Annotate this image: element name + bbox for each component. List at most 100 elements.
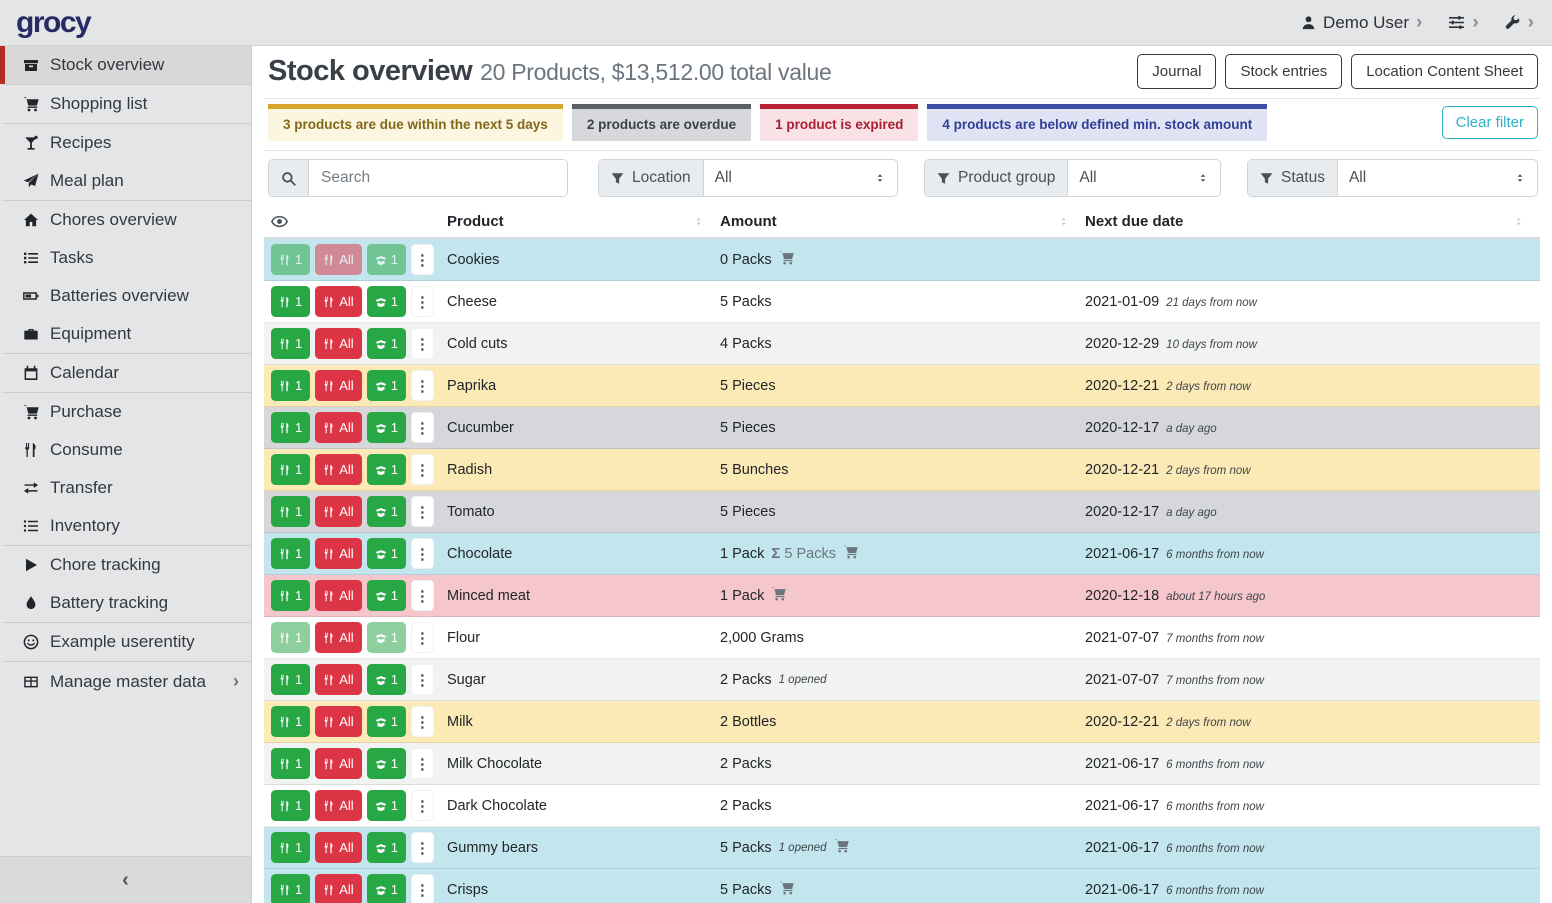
open-one-button[interactable]: 1	[366, 496, 406, 527]
row-menu-button[interactable]: ⋮	[410, 580, 434, 611]
consume-all-button[interactable]: All	[315, 748, 362, 779]
consume-all-button[interactable]: All	[315, 496, 362, 527]
open-one-button[interactable]: 1	[366, 244, 406, 275]
open-one-button[interactable]: 1	[366, 832, 406, 863]
open-one-button[interactable]: 1	[366, 748, 406, 779]
open-one-button[interactable]: 1	[366, 580, 406, 611]
open-one-button[interactable]: 1	[366, 454, 406, 485]
consume-one-button[interactable]: 1	[271, 370, 311, 401]
sidebar-item-inventory[interactable]: Inventory	[0, 507, 251, 545]
open-one-button[interactable]: 1	[366, 622, 406, 653]
sidebar-item-manage-master-data[interactable]: Manage master data ›	[0, 661, 251, 701]
clear-filter-button[interactable]: Clear filter	[1441, 106, 1538, 139]
product-name[interactable]: Paprika	[447, 377, 497, 394]
product-name[interactable]: Milk Chocolate	[447, 755, 543, 772]
consume-all-button[interactable]: All	[315, 790, 362, 821]
open-one-button[interactable]: 1	[366, 328, 406, 359]
sidebar-item-batteries-overview[interactable]: Batteries overview	[0, 277, 251, 315]
sidebar-item-battery-tracking[interactable]: Battery tracking	[0, 584, 251, 622]
consume-one-button[interactable]: 1	[271, 580, 311, 611]
sidebar-item-meal-plan[interactable]: Meal plan	[0, 162, 251, 200]
consume-one-button[interactable]: 1	[271, 622, 311, 653]
consume-one-button[interactable]: 1	[271, 538, 311, 569]
consume-one-button[interactable]: 1	[271, 286, 311, 317]
open-one-button[interactable]: 1	[366, 412, 406, 443]
stock-entries-button[interactable]: Stock entries	[1225, 54, 1343, 89]
open-one-button[interactable]: 1	[366, 790, 406, 821]
sidebar-collapse-button[interactable]: ‹	[0, 856, 251, 903]
row-menu-button[interactable]: ⋮	[410, 244, 434, 275]
row-menu-button[interactable]: ⋮	[410, 622, 434, 653]
row-menu-button[interactable]: ⋮	[410, 370, 434, 401]
consume-one-button[interactable]: 1	[271, 664, 311, 695]
sidebar-item-example-userentity[interactable]: Example userentity	[0, 622, 251, 661]
open-one-button[interactable]: 1	[366, 538, 406, 569]
consume-one-button[interactable]: 1	[271, 496, 311, 527]
product-group-select[interactable]: All	[1068, 160, 1220, 196]
row-menu-button[interactable]: ⋮	[410, 706, 434, 737]
sidebar-item-shopping-list[interactable]: Shopping list	[0, 84, 251, 123]
row-menu-button[interactable]: ⋮	[410, 832, 434, 863]
consume-all-button[interactable]: All	[315, 244, 362, 275]
sidebar-item-equipment[interactable]: Equipment	[0, 315, 251, 353]
row-menu-button[interactable]: ⋮	[410, 874, 434, 903]
open-one-button[interactable]: 1	[366, 286, 406, 317]
consume-one-button[interactable]: 1	[271, 748, 311, 779]
consume-one-button[interactable]: 1	[271, 412, 311, 443]
column-header-product[interactable]: Product	[447, 213, 720, 230]
consume-one-button[interactable]: 1	[271, 706, 311, 737]
sidebar-item-consume[interactable]: Consume	[0, 431, 251, 469]
sidebar-item-recipes[interactable]: Recipes	[0, 123, 251, 162]
sidebar-item-chores-overview[interactable]: Chores overview	[0, 200, 251, 239]
consume-all-button[interactable]: All	[315, 580, 362, 611]
location-content-sheet-button[interactable]: Location Content Sheet	[1351, 54, 1538, 89]
grocy-logo[interactable]: grocy	[16, 5, 92, 39]
location-select[interactable]: All	[704, 160, 897, 196]
product-name[interactable]: Cookies	[447, 251, 500, 268]
product-name[interactable]: Flour	[447, 629, 481, 646]
column-header-next-due-date[interactable]: Next due date	[1085, 213, 1540, 230]
row-menu-button[interactable]: ⋮	[410, 454, 434, 485]
status-select[interactable]: All	[1338, 160, 1537, 196]
column-header-amount[interactable]: Amount	[720, 213, 1085, 230]
open-one-button[interactable]: 1	[366, 370, 406, 401]
sidebar-item-tasks[interactable]: Tasks	[0, 239, 251, 277]
row-menu-button[interactable]: ⋮	[410, 496, 434, 527]
product-name[interactable]: Minced meat	[447, 587, 531, 604]
journal-button[interactable]: Journal	[1137, 54, 1217, 89]
open-one-button[interactable]: 1	[366, 874, 406, 903]
consume-one-button[interactable]: 1	[271, 874, 311, 903]
status-pill-warning[interactable]: 3 products are due within the next 5 day…	[268, 104, 563, 141]
consume-one-button[interactable]: 1	[271, 454, 311, 485]
consume-all-button[interactable]: All	[315, 538, 362, 569]
consume-all-button[interactable]: All	[315, 370, 362, 401]
consume-one-button[interactable]: 1	[271, 244, 311, 275]
open-one-button[interactable]: 1	[366, 706, 406, 737]
product-name[interactable]: Cold cuts	[447, 335, 508, 352]
consume-one-button[interactable]: 1	[271, 790, 311, 821]
product-name[interactable]: Cucumber	[447, 419, 514, 436]
product-name[interactable]: Cheese	[447, 293, 497, 310]
sidebar-item-transfer[interactable]: Transfer	[0, 469, 251, 507]
row-menu-button[interactable]: ⋮	[410, 412, 434, 443]
row-menu-button[interactable]: ⋮	[410, 286, 434, 317]
settings-menu[interactable]: ›	[1448, 13, 1479, 32]
search-input[interactable]	[309, 160, 567, 196]
row-menu-button[interactable]: ⋮	[410, 538, 434, 569]
product-name[interactable]: Dark Chocolate	[447, 797, 547, 814]
sidebar-item-calendar[interactable]: Calendar	[0, 353, 251, 392]
consume-all-button[interactable]: All	[315, 286, 362, 317]
visibility-column-header[interactable]	[264, 213, 447, 230]
status-pill-overdue[interactable]: 2 products are overdue	[571, 104, 752, 141]
row-menu-button[interactable]: ⋮	[410, 790, 434, 821]
consume-all-button[interactable]: All	[315, 706, 362, 737]
consume-all-button[interactable]: All	[315, 622, 362, 653]
consume-one-button[interactable]: 1	[271, 328, 311, 359]
row-menu-button[interactable]: ⋮	[410, 748, 434, 779]
row-menu-button[interactable]: ⋮	[410, 664, 434, 695]
sidebar-item-chore-tracking[interactable]: Chore tracking	[0, 545, 251, 584]
consume-all-button[interactable]: All	[315, 328, 362, 359]
product-name[interactable]: Tomato	[447, 503, 495, 520]
product-name[interactable]: Chocolate	[447, 545, 513, 562]
consume-all-button[interactable]: All	[315, 664, 362, 695]
